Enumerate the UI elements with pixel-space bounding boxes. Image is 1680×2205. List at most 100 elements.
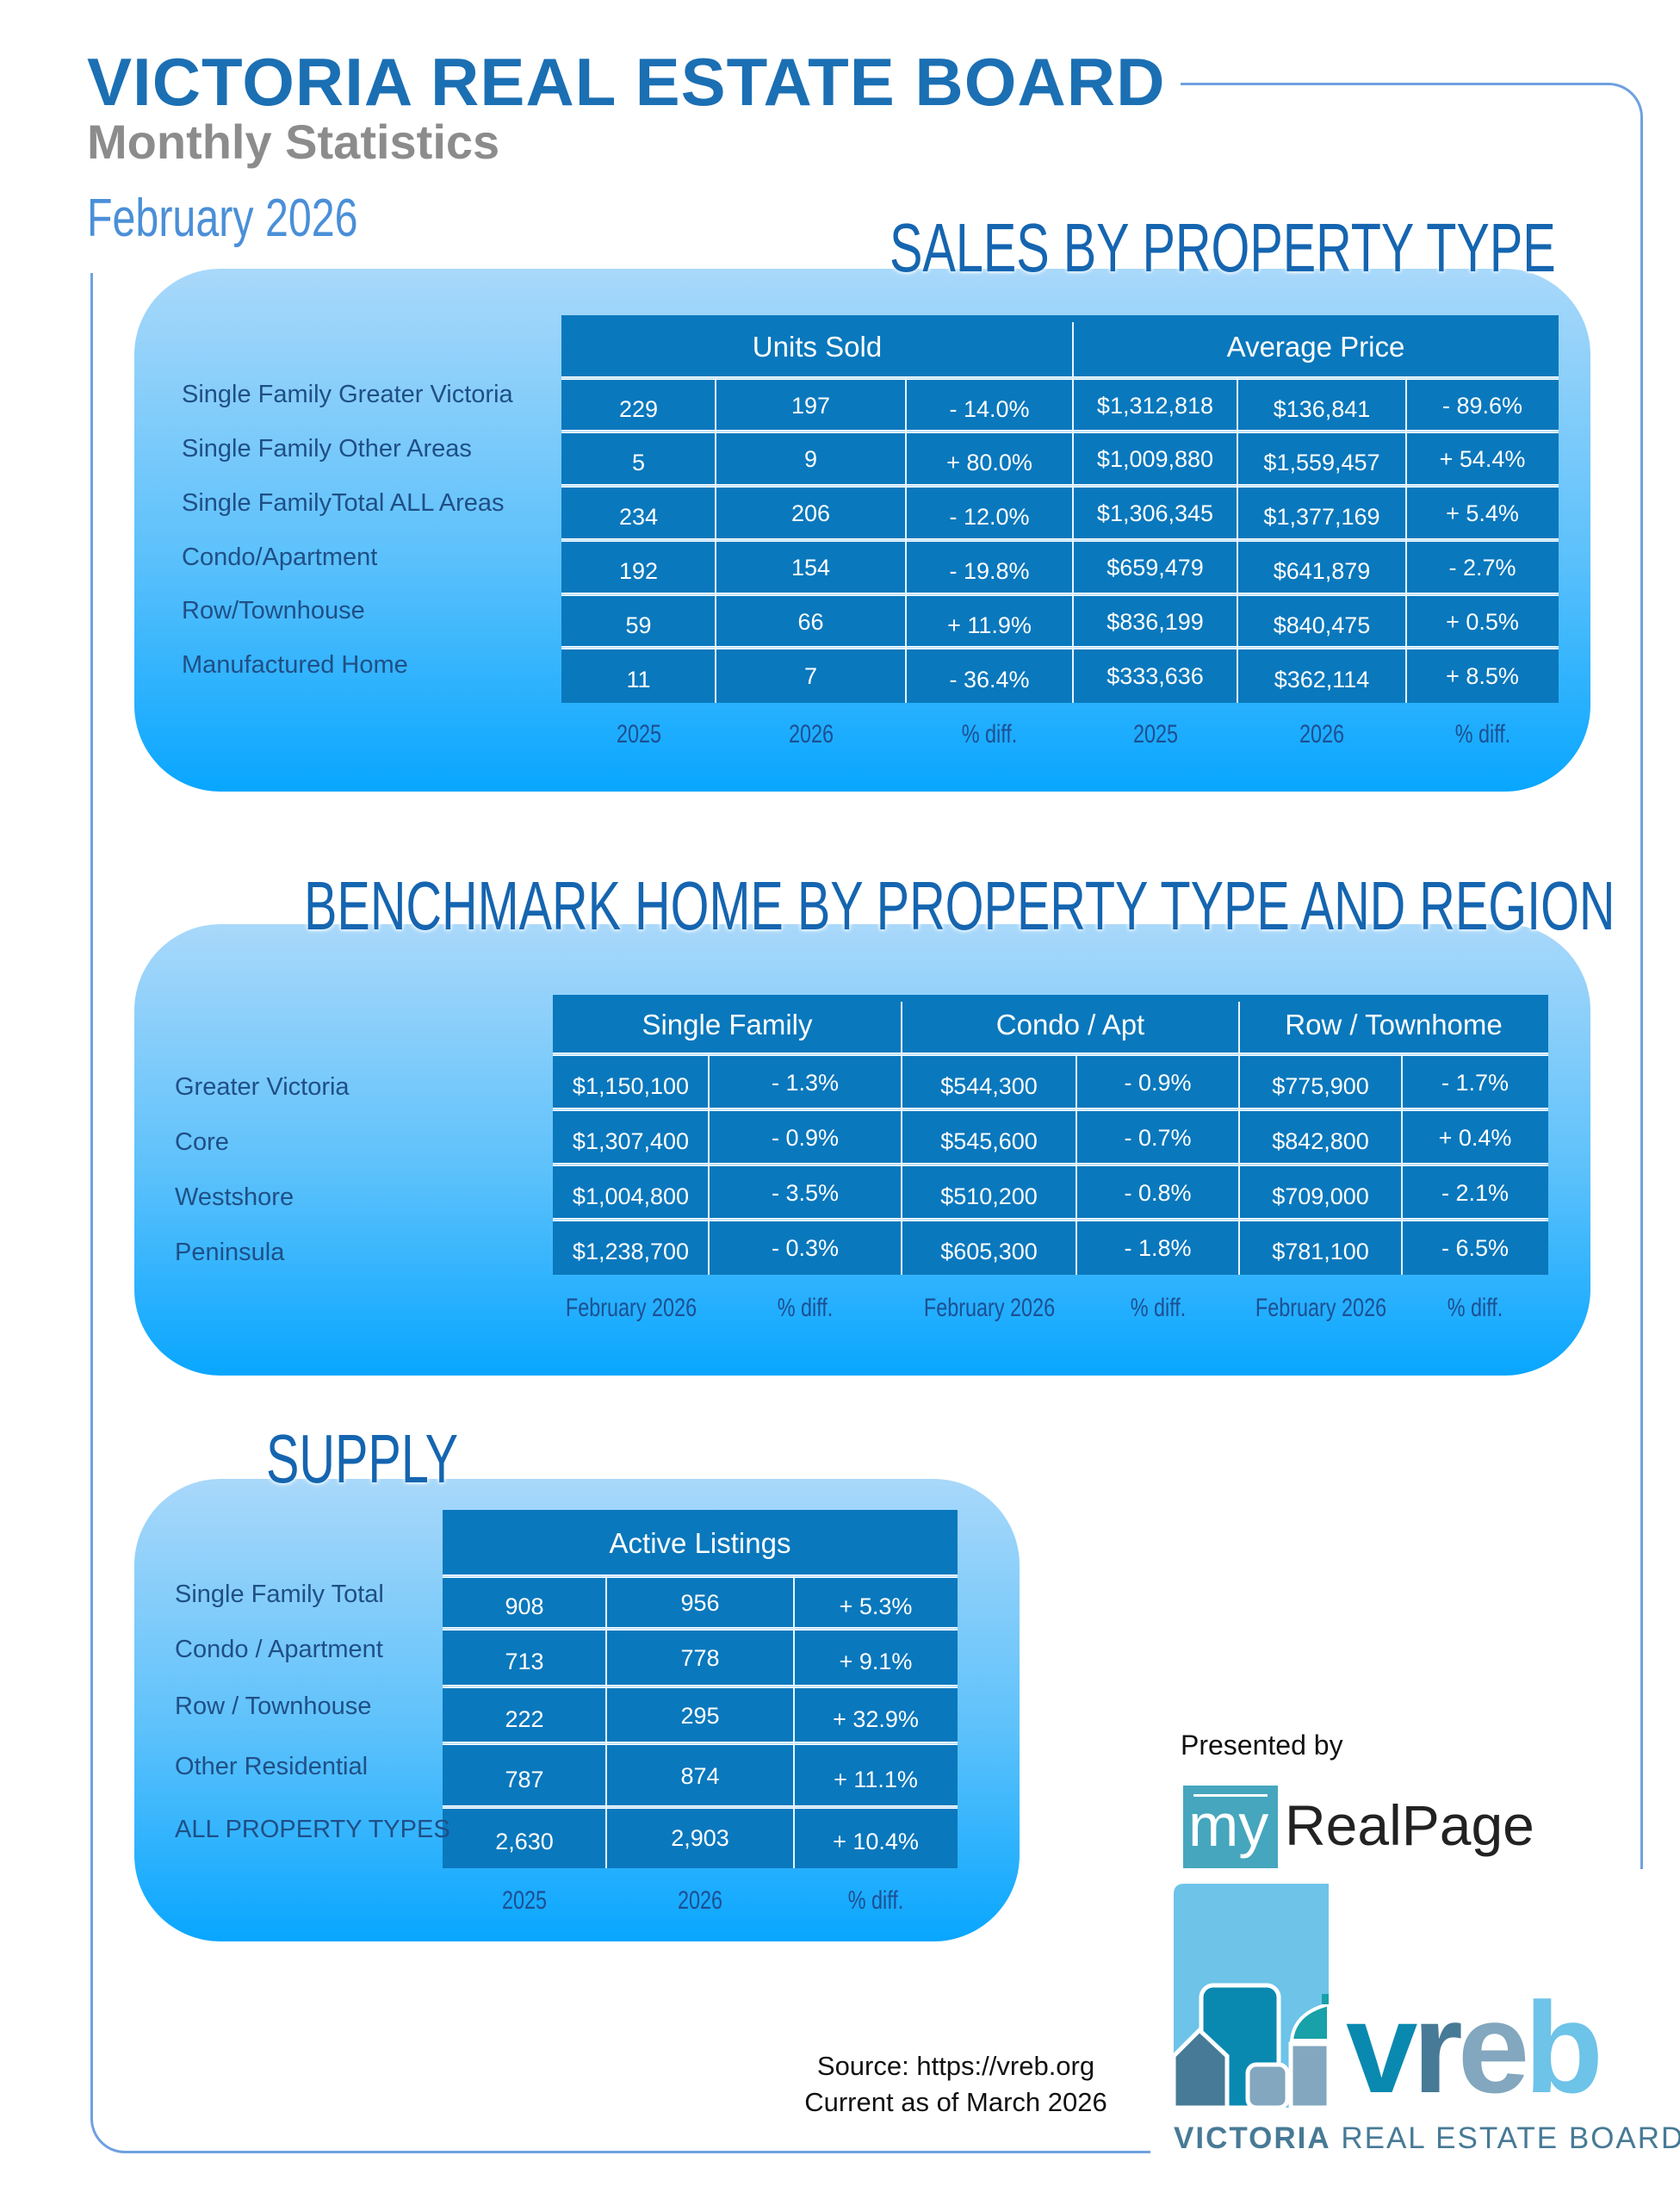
- sales-price-2026-cell: $1,559,457: [1263, 450, 1380, 475]
- column-divider: [905, 378, 907, 703]
- benchmark-row-price-cell: $775,900: [1272, 1072, 1369, 1099]
- benchmark-condo-diff-cell: - 0.8%: [1124, 1179, 1192, 1206]
- benchmark-column-label: February 2026: [565, 1294, 697, 1322]
- benchmark-sf-diff-cell: - 0.9%: [771, 1124, 840, 1151]
- benchmark-sf-price-cell: $1,238,700: [572, 1238, 690, 1264]
- row-divider: [443, 1805, 958, 1809]
- page-title: VICTORIA REAL ESTATE BOARD: [87, 44, 1166, 120]
- column-divider: [793, 1576, 795, 1868]
- frame-top-right: [1181, 83, 1643, 120]
- supply-listings-diff-cell: + 11.1%: [834, 1766, 918, 1792]
- benchmark-condo-diff-cell: - 1.8%: [1124, 1234, 1192, 1261]
- sales-price-2026-cell: $641,879: [1273, 558, 1371, 584]
- supply-listings-diff-cell: + 5.3%: [839, 1593, 913, 1619]
- sales-units-2025-cell: 229: [618, 395, 659, 422]
- supply-group-header: Active Listings: [609, 1526, 791, 1559]
- supply-listings-2026-cell: 295: [680, 1702, 720, 1729]
- vreb-skyline-icon: [1171, 1884, 1331, 2110]
- sales-units-2026-cell: 154: [790, 555, 831, 581]
- source-link[interactable]: Source: https://vreb.org: [816, 2051, 1095, 2081]
- row-divider: [561, 593, 1559, 596]
- frame-left-bottom: [90, 273, 1150, 2153]
- benchmark-sf-diff-cell: - 1.3%: [771, 1069, 840, 1096]
- current-as-of: Current as of March 2026: [804, 2087, 1107, 2117]
- benchmark-row-label: Westshore: [175, 1183, 294, 1211]
- sales-price-diff-cell: - 2.7%: [1448, 555, 1516, 581]
- sales-price-2026-cell: $840,475: [1273, 612, 1371, 638]
- column-divider: [1405, 378, 1407, 703]
- sales-section-title: SALES BY PROPERTY TYPE: [890, 209, 1556, 286]
- sales-price-diff-cell: + 54.4%: [1439, 446, 1526, 472]
- benchmark-sf-price-cell: $1,004,800: [572, 1183, 690, 1209]
- sales-units-2025-cell: 192: [618, 558, 659, 584]
- benchmark-section-title: BENCHMARK HOME BY PROPERTY TYPE AND REGI…: [304, 867, 1615, 944]
- sales-row-label: Single FamilyTotal ALL Areas: [182, 488, 505, 517]
- sales-price-2025-cell: $333,636: [1107, 662, 1204, 689]
- page-subtitle: Monthly Statistics: [87, 115, 500, 169]
- supply-row-label: Single Family Total: [175, 1580, 384, 1608]
- sales-row-label: Condo/Apartment: [182, 543, 378, 571]
- sales-row-label: Single Family Greater Victoria: [182, 381, 513, 408]
- sales-table: Units Sold Average Price 229 197 - 14.0% $1,3…: [561, 315, 1559, 703]
- sales-column-label: 2025: [1132, 720, 1178, 748]
- row-divider: [443, 1575, 958, 1578]
- column-divider: [708, 1054, 710, 1275]
- benchmark-group-header: Row / Townhome: [1285, 1008, 1503, 1040]
- sales-price-diff-cell: + 8.5%: [1446, 662, 1519, 689]
- source-note: Source: https://vreb.org Current as of M…: [741, 2048, 1171, 2121]
- myrealpage-logo-text: RealPage: [1285, 1793, 1534, 1857]
- benchmark-sf-price-cell: $1,150,100: [572, 1072, 690, 1099]
- benchmark-row-diff-cell: - 1.7%: [1441, 1069, 1510, 1096]
- column-divider: [1238, 1054, 1240, 1275]
- benchmark-table: Single Family Condo / Apt Row / Townhome $1…: [553, 995, 1548, 1275]
- column-divider: [1237, 378, 1238, 703]
- supply-listings-2025-cell: 908: [505, 1593, 544, 1619]
- supply-listings-2026-cell: 778: [680, 1645, 720, 1671]
- column-divider: [901, 1054, 902, 1275]
- vreb-logo: vreb VICTORIA REAL ESTATE BOARD: [1171, 1884, 1680, 2159]
- sales-column-label: 2026: [1299, 720, 1345, 748]
- row-divider: [561, 484, 1559, 488]
- column-divider: [1072, 378, 1074, 703]
- sales-column-label: % diff.: [1454, 720, 1510, 748]
- vreb-wordmark: vreb: [1346, 1975, 1603, 2120]
- row-divider: [553, 1108, 1548, 1111]
- supply-row-label: Other Residential: [175, 1753, 369, 1780]
- benchmark-sf-diff-cell: - 3.5%: [771, 1179, 840, 1206]
- supply-listings-2025-cell: 222: [505, 1705, 544, 1732]
- benchmark-row-label: Peninsula: [175, 1239, 285, 1266]
- sales-units-diff-cell: - 19.8%: [949, 558, 1030, 584]
- supply-listings-2025-cell: 787: [505, 1766, 544, 1792]
- benchmark-condo-price-cell: $545,600: [940, 1127, 1038, 1154]
- sales-column-label: % diff.: [961, 720, 1018, 748]
- benchmark-row-diff-cell: + 0.4%: [1438, 1124, 1512, 1151]
- benchmark-condo-diff-cell: - 0.9%: [1124, 1069, 1192, 1096]
- supply-row-label: ALL PROPERTY TYPES: [175, 1815, 450, 1843]
- sales-units-diff-cell: + 80.0%: [946, 450, 1032, 475]
- supply-listings-2025-cell: 2,630: [495, 1829, 554, 1854]
- sales-price-2026-cell: $136,841: [1273, 395, 1371, 422]
- sales-price-diff-cell: + 0.5%: [1446, 608, 1519, 635]
- supply-listings-2026-cell: 2,903: [671, 1825, 729, 1851]
- column-divider: [715, 378, 716, 703]
- sales-group-header: Average Price: [1226, 330, 1405, 363]
- myrealpage-logo-mark: my: [1183, 1786, 1278, 1868]
- benchmark-row-label: Greater Victoria: [175, 1073, 350, 1101]
- sales-column-label: 2026: [788, 720, 834, 748]
- column-divider: [901, 1002, 902, 1054]
- supply-section-title: SUPPLY: [266, 1420, 459, 1497]
- row-divider: [553, 1218, 1548, 1221]
- sales-price-2025-cell: $1,306,345: [1096, 500, 1214, 526]
- column-divider: [1076, 1054, 1077, 1275]
- presented-by-label: Presented by: [1181, 1730, 1343, 1761]
- benchmark-row-price-cell: $842,800: [1272, 1127, 1369, 1154]
- row-divider: [561, 646, 1559, 649]
- benchmark-condo-price-cell: $510,200: [940, 1183, 1038, 1209]
- supply-row-label: Row / Townhouse: [175, 1693, 372, 1720]
- sales-units-diff-cell: - 36.4%: [949, 666, 1030, 693]
- benchmark-row-diff-cell: - 6.5%: [1441, 1234, 1510, 1261]
- report-period: February 2026: [87, 189, 358, 248]
- benchmark-condo-diff-cell: - 0.7%: [1124, 1124, 1192, 1151]
- benchmark-row-price-cell: $709,000: [1272, 1183, 1369, 1209]
- sales-units-2026-cell: 197: [790, 392, 831, 419]
